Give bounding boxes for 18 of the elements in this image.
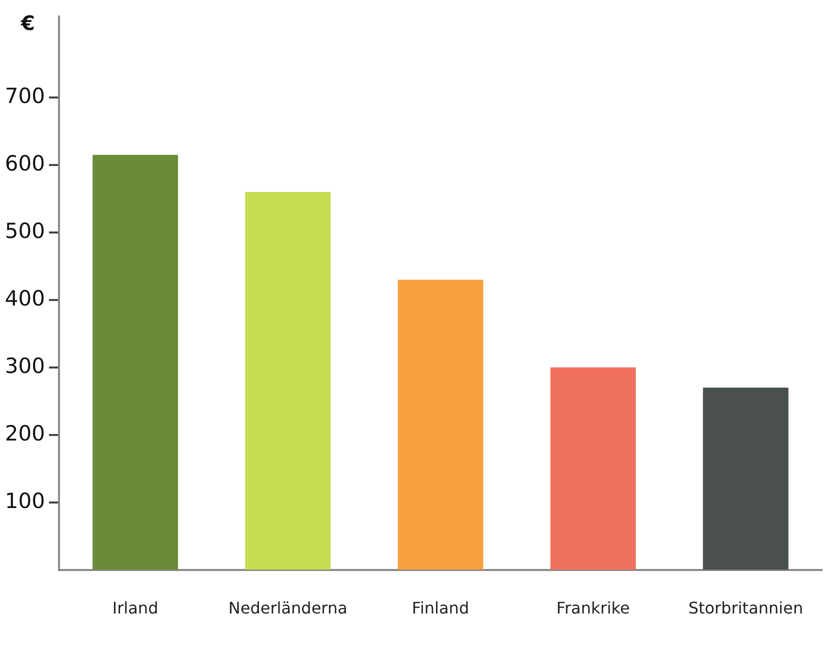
- bar: [550, 367, 636, 570]
- bar: [245, 192, 331, 570]
- x-tick-label: Irland: [112, 598, 158, 618]
- y-tick-label: 500: [4, 218, 45, 243]
- bar: [702, 388, 788, 570]
- y-tick-label: 200: [4, 421, 45, 446]
- y-tick-label: 700: [4, 84, 45, 108]
- bar: [398, 280, 484, 570]
- y-tick-label: 600: [4, 151, 45, 176]
- bar: [92, 154, 178, 570]
- x-tick-label: Finland: [412, 598, 470, 618]
- y-tick-label: 300: [4, 354, 45, 378]
- x-tick-label: Nederländerna: [228, 598, 348, 618]
- y-axis-title: €: [20, 11, 35, 36]
- y-tick-label: 400: [4, 286, 45, 310]
- x-tick-label: Storbritannien: [688, 598, 804, 618]
- y-tick-label: 100: [4, 488, 45, 513]
- x-tick-label: Frankrike: [556, 598, 630, 618]
